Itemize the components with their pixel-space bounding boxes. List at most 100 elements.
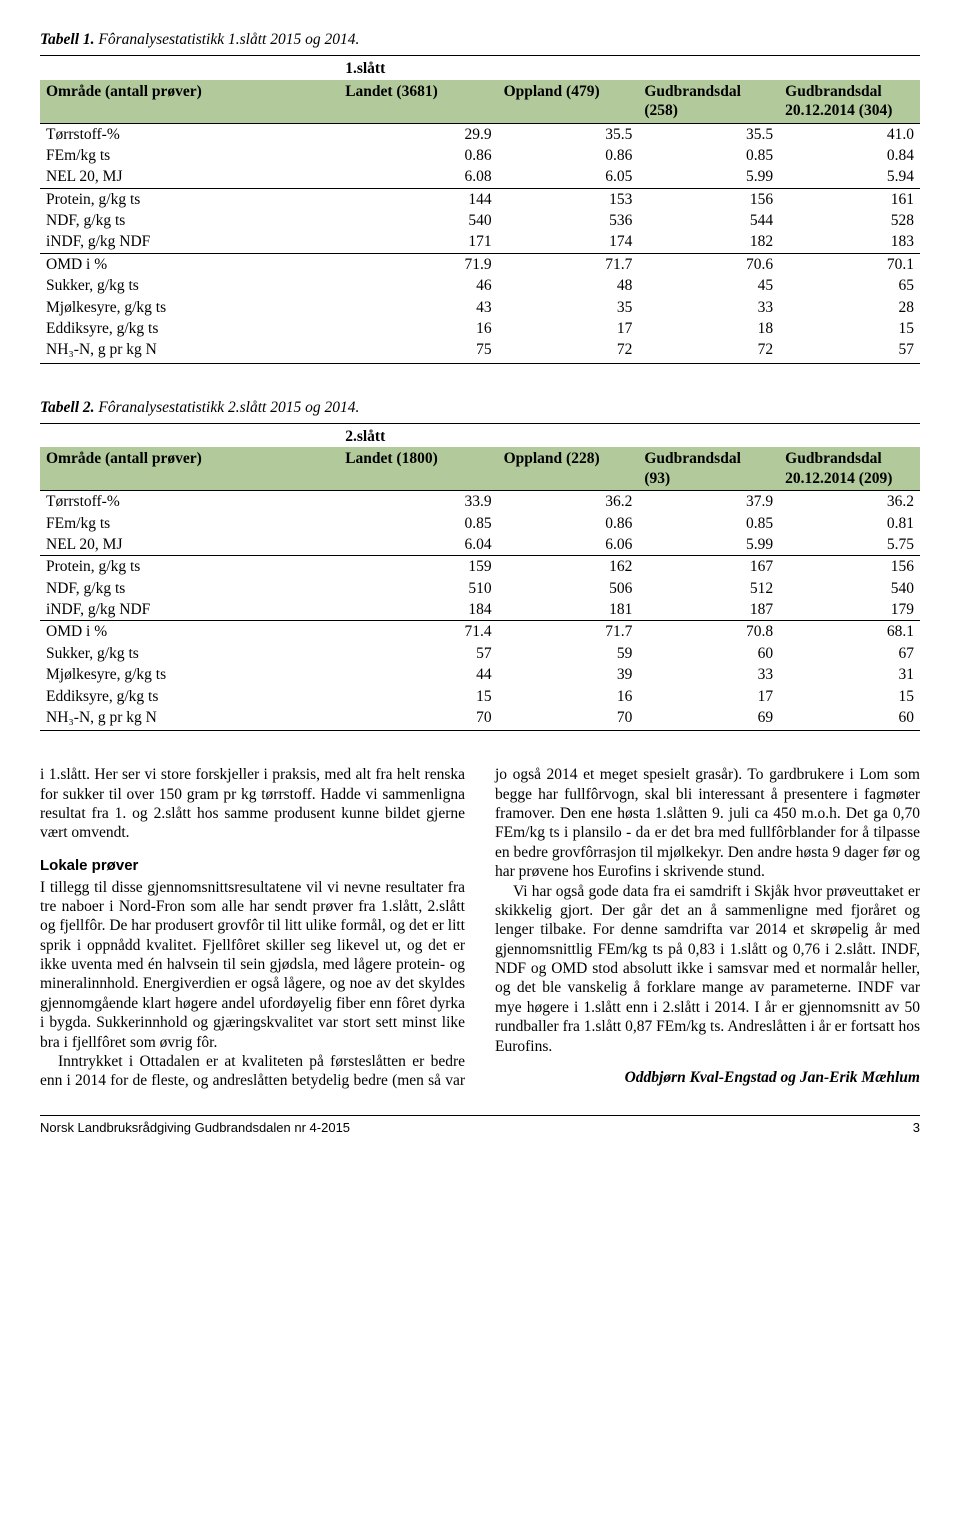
row-label: iNDF, g/kg NDF [40, 599, 339, 621]
row-value: 510 [339, 578, 497, 599]
row-value: 33 [638, 664, 779, 685]
table1-h1: Landet (3681) [339, 80, 497, 123]
row-label: OMD i % [40, 253, 339, 275]
table1-h4: Gudbrandsdal20.12.2014 (304) [779, 80, 920, 123]
table-row: Protein, g/kg ts159162167156 [40, 556, 920, 578]
row-label: NEL 20, MJ [40, 166, 339, 188]
row-label: Tørrstoff-% [40, 123, 339, 145]
body-p4: Vi har også gode data fra ei samdrift i … [495, 882, 920, 1056]
body-p2: I tillegg til disse gjennomsnittsresulta… [40, 878, 465, 1052]
table-row: OMD i %71.471.770.868.1 [40, 621, 920, 643]
row-label: Tørrstoff-% [40, 491, 339, 513]
row-value: 0.85 [638, 513, 779, 534]
row-value: 506 [498, 578, 639, 599]
row-value: 35 [498, 297, 639, 318]
row-value: 181 [498, 599, 639, 621]
row-label: OMD i % [40, 621, 339, 643]
row-value: 71.4 [339, 621, 497, 643]
row-value: 5.99 [638, 166, 779, 188]
table-row: Eddiksyre, g/kg ts15161715 [40, 686, 920, 707]
row-value: 70.6 [638, 253, 779, 275]
row-value: 6.06 [498, 534, 639, 556]
row-value: 6.08 [339, 166, 497, 188]
table1: 1.slått Område (antall prøver) Landet (3… [40, 55, 920, 363]
row-value: 162 [498, 556, 639, 578]
row-value: 18 [638, 318, 779, 339]
table1-h3: Gudbrandsdal(258) [638, 80, 779, 123]
row-value: 512 [638, 578, 779, 599]
row-value: 161 [779, 188, 920, 210]
row-value: 57 [779, 339, 920, 363]
row-label: NH₃-N, g pr kg N [40, 707, 339, 731]
row-value: 72 [498, 339, 639, 363]
row-value: 17 [498, 318, 639, 339]
table2-super-header: 2.slått [339, 424, 920, 448]
body-h-lokale: Lokale prøver [40, 857, 465, 876]
row-value: 179 [779, 599, 920, 621]
row-value: 167 [638, 556, 779, 578]
table2-caption-rest: Fôranalysestatistikk 2.slått 2015 og 201… [95, 399, 360, 416]
row-value: 57 [339, 643, 497, 664]
row-label: iNDF, g/kg NDF [40, 231, 339, 253]
footer-right: 3 [913, 1120, 920, 1136]
table-row: Tørrstoff-%29.935.535.541.0 [40, 123, 920, 145]
row-value: 70 [498, 707, 639, 731]
row-value: 187 [638, 599, 779, 621]
row-label: Sukker, g/kg ts [40, 643, 339, 664]
row-value: 71.7 [498, 621, 639, 643]
row-value: 0.85 [339, 513, 497, 534]
row-value: 36.2 [779, 491, 920, 513]
table2-headrow: Område (antall prøver) Landet (1800) Opp… [40, 447, 920, 490]
row-label: Sukker, g/kg ts [40, 275, 339, 296]
table2-h0: Område (antall prøver) [40, 447, 339, 490]
row-value: 182 [638, 231, 779, 253]
table-row: NH₃-N, g pr kg N75727257 [40, 339, 920, 363]
table-row: Mjølkesyre, g/kg ts44393331 [40, 664, 920, 685]
row-value: 68.1 [779, 621, 920, 643]
table-row: FEm/kg ts0.860.860.850.84 [40, 145, 920, 166]
table2-caption-label: Tabell 2. [40, 399, 95, 416]
table2-h4: Gudbrandsdal20.12.2014 (209) [779, 447, 920, 490]
table2-h1: Landet (1800) [339, 447, 497, 490]
table-row: OMD i %71.971.770.670.1 [40, 253, 920, 275]
row-value: 33.9 [339, 491, 497, 513]
row-label: FEm/kg ts [40, 513, 339, 534]
row-value: 29.9 [339, 123, 497, 145]
row-value: 28 [779, 297, 920, 318]
row-value: 0.85 [638, 145, 779, 166]
row-value: 31 [779, 664, 920, 685]
row-value: 0.84 [779, 145, 920, 166]
row-value: 70.8 [638, 621, 779, 643]
table-row: Protein, g/kg ts144153156161 [40, 188, 920, 210]
row-label: NDF, g/kg ts [40, 210, 339, 231]
table1-caption: Tabell 1. Fôranalysestatistikk 1.slått 2… [40, 30, 920, 49]
row-label: NEL 20, MJ [40, 534, 339, 556]
row-value: 5.94 [779, 166, 920, 188]
table1-caption-rest: Fôranalysestatistikk 1.slått 2015 og 201… [95, 31, 360, 48]
table-row: FEm/kg ts0.850.860.850.81 [40, 513, 920, 534]
table2-h2: Oppland (228) [498, 447, 639, 490]
body-columns: i 1.slått. Her ser vi store forskjeller … [40, 765, 920, 1090]
page-footer: Norsk Landbruksrådgiving Gudbrandsdalen … [40, 1115, 920, 1136]
table1-h2: Oppland (479) [498, 80, 639, 123]
row-value: 5.75 [779, 534, 920, 556]
row-value: 536 [498, 210, 639, 231]
row-label: Protein, g/kg ts [40, 188, 339, 210]
row-value: 37.9 [638, 491, 779, 513]
table-row: NDF, g/kg ts540536544528 [40, 210, 920, 231]
row-value: 45 [638, 275, 779, 296]
table-row: NEL 20, MJ6.046.065.995.75 [40, 534, 920, 556]
row-value: 156 [779, 556, 920, 578]
body-byline: Oddbjørn Kval-Engstad og Jan-Erik Mæhlum [495, 1068, 920, 1087]
row-value: 67 [779, 643, 920, 664]
table-row: Eddiksyre, g/kg ts16171815 [40, 318, 920, 339]
row-value: 36.2 [498, 491, 639, 513]
row-value: 71.7 [498, 253, 639, 275]
row-value: 184 [339, 599, 497, 621]
row-value: 17 [638, 686, 779, 707]
table1-body: Tørrstoff-%29.935.535.541.0FEm/kg ts0.86… [40, 123, 920, 363]
row-value: 71.9 [339, 253, 497, 275]
row-value: 60 [638, 643, 779, 664]
row-value: 70.1 [779, 253, 920, 275]
row-value: 41.0 [779, 123, 920, 145]
